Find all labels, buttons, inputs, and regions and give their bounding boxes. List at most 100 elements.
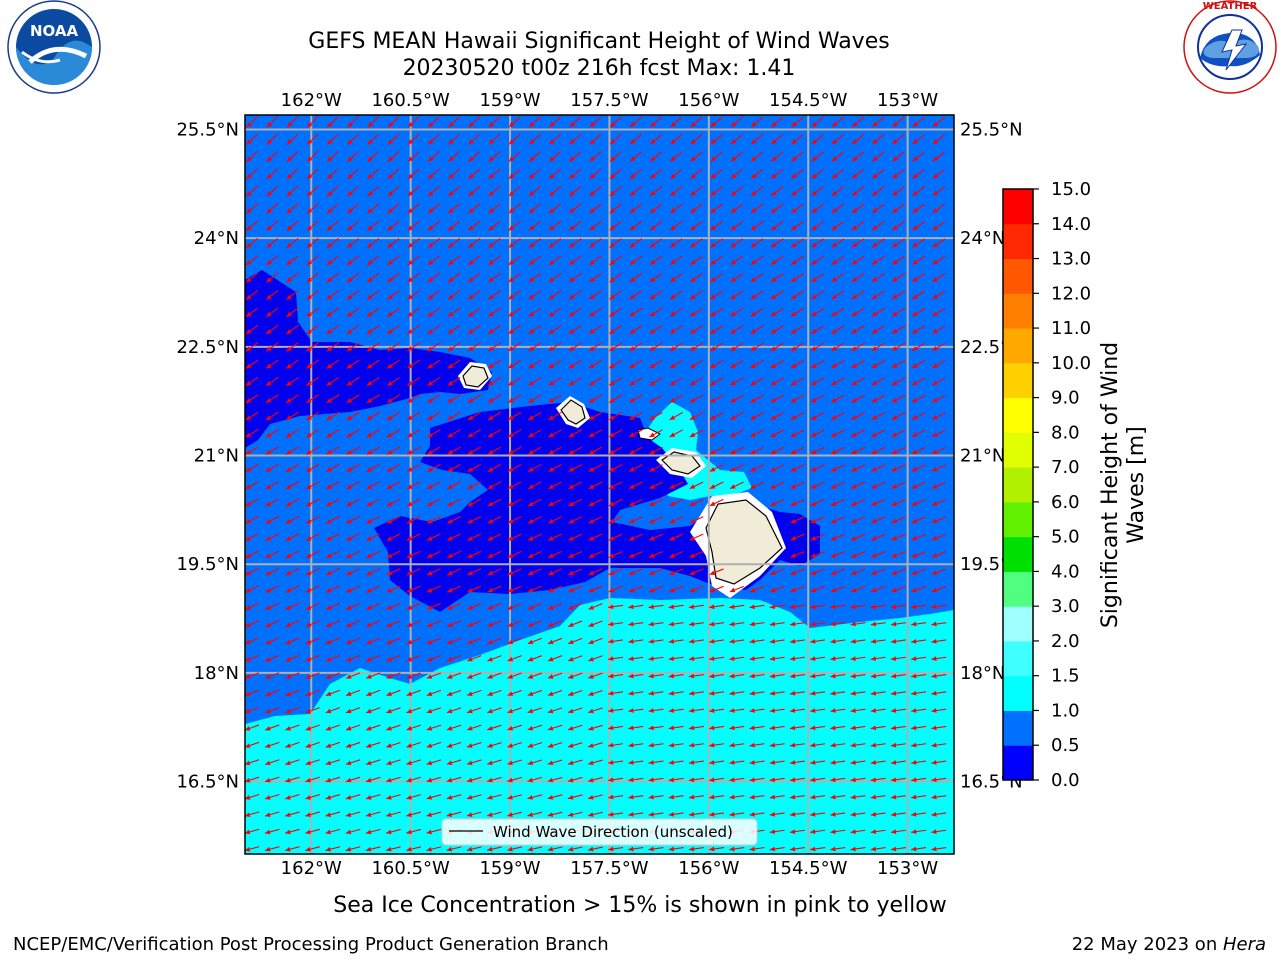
wave-direction-arrow <box>488 151 501 162</box>
wave-direction-arrow <box>366 550 381 559</box>
wave-direction-arrow <box>446 794 462 800</box>
wave-direction-arrow <box>285 498 300 507</box>
wave-direction-arrow <box>830 499 845 507</box>
wave-direction-arrow <box>346 342 360 352</box>
wave-direction-arrow <box>750 116 764 128</box>
wave-direction-arrow <box>285 359 299 369</box>
wave-direction-arrow <box>447 394 461 404</box>
colorbar-tick-label: 2.0 <box>1051 631 1080 652</box>
wave-direction-arrow <box>588 603 603 610</box>
wave-direction-arrow <box>628 846 644 852</box>
wave-direction-arrow <box>285 846 300 852</box>
wave-direction-arrow <box>407 359 421 369</box>
wave-direction-arrow <box>830 725 846 731</box>
wave-direction-arrow <box>446 620 462 628</box>
wave-direction-arrow <box>608 411 623 421</box>
wave-direction-arrow <box>448 116 460 128</box>
wave-direction-arrow <box>608 585 623 593</box>
wave-direction-arrow <box>608 464 623 472</box>
wave-direction-arrow <box>789 656 805 662</box>
wave-direction-arrow <box>447 463 461 473</box>
wave-direction-arrow <box>467 290 481 300</box>
wave-direction-arrow <box>568 255 582 266</box>
wave-direction-arrow <box>386 672 401 679</box>
wave-direction-arrow <box>367 151 380 163</box>
wave-direction-arrow <box>285 446 300 456</box>
wave-direction-arrow <box>588 481 603 490</box>
wave-direction-arrow <box>609 133 622 145</box>
wave-direction-arrow <box>366 255 380 266</box>
wave-direction-arrow <box>366 359 380 369</box>
wave-direction-arrow <box>890 638 906 644</box>
colorbar-bin <box>1003 536 1033 572</box>
wave-direction-arrow <box>246 185 258 197</box>
wave-direction-arrow <box>367 203 380 214</box>
wave-direction-arrow <box>245 689 260 697</box>
wave-direction-arrow <box>305 707 320 714</box>
wave-direction-arrow <box>628 516 643 524</box>
wave-direction-arrow <box>608 690 624 696</box>
wave-direction-arrow <box>346 203 360 214</box>
wave-direction-arrow <box>568 307 582 317</box>
wave-direction-arrow <box>245 342 259 352</box>
wave-direction-arrow <box>791 116 804 128</box>
wave-direction-arrow <box>589 220 602 231</box>
wave-direction-arrow <box>789 742 805 748</box>
wave-direction-arrow <box>710 134 723 145</box>
wave-direction-arrow <box>609 116 622 128</box>
wave-direction-arrow <box>670 133 683 145</box>
gridlines <box>245 115 954 854</box>
wave-direction-arrow <box>264 724 280 731</box>
wave-direction-arrow <box>668 656 684 662</box>
wave-direction-arrow <box>528 394 542 404</box>
wave-direction-arrow <box>912 273 926 283</box>
wave-direction-arrow <box>709 708 725 713</box>
wave-direction-arrow <box>911 829 927 835</box>
lon-tick-label-bottom: 157.5°W <box>570 858 649 879</box>
wave-direction-arrow <box>427 151 440 163</box>
wave-direction-arrow <box>426 724 442 731</box>
wave-direction-arrow <box>568 516 583 524</box>
wave-direction-arrow <box>851 255 865 266</box>
wave-direction-arrow <box>648 760 664 765</box>
wave-direction-arrow <box>890 725 906 731</box>
wave-direction-arrow <box>891 568 906 575</box>
wave-direction-arrow <box>305 828 320 835</box>
wave-direction-arrow <box>487 481 502 490</box>
wave-direction-arrow <box>931 516 946 524</box>
wave-direction-arrow <box>890 742 906 748</box>
wave-direction-arrow <box>326 429 340 438</box>
wave-direction-arrow <box>265 550 280 559</box>
wave-direction-arrow <box>488 185 501 197</box>
wave-direction-arrow <box>811 290 825 300</box>
wave-direction-arrow <box>811 203 824 214</box>
wave-direction-arrow <box>589 151 602 162</box>
wave-direction-arrow <box>245 394 259 404</box>
wave-direction-arrow <box>791 151 804 162</box>
wave-direction-arrow <box>609 186 622 197</box>
wave-direction-arrow <box>266 116 278 128</box>
wave-direction-arrow <box>810 568 825 576</box>
wave-direction-arrow <box>507 637 522 645</box>
wave-direction-arrow <box>810 656 826 662</box>
wave-direction-arrow <box>911 377 926 386</box>
wave-direction-arrow <box>446 724 462 731</box>
wave-direction-arrow <box>669 272 683 283</box>
wave-direction-arrow <box>487 655 502 662</box>
wave-direction-arrow <box>406 463 421 473</box>
wave-direction-arrow <box>447 203 461 214</box>
wave-direction-arrow <box>245 602 260 611</box>
wave-direction-arrow <box>265 620 280 628</box>
chart-title: GEFS MEAN Hawaii Significant Height of W… <box>308 29 889 54</box>
wave-direction-arrow <box>507 794 522 800</box>
colorbar-bin <box>1003 362 1033 399</box>
wave-direction-arrow <box>366 620 381 628</box>
wave-direction-arrow <box>528 151 541 162</box>
wave-direction-arrow <box>407 290 420 300</box>
wave-direction-arrow <box>830 829 846 835</box>
wave-direction-arrow <box>608 760 624 765</box>
wave-direction-arrow <box>507 568 522 576</box>
wave-direction-arrow <box>265 585 280 593</box>
wave-direction-arrow <box>710 203 723 214</box>
wave-direction-arrow <box>669 394 683 404</box>
